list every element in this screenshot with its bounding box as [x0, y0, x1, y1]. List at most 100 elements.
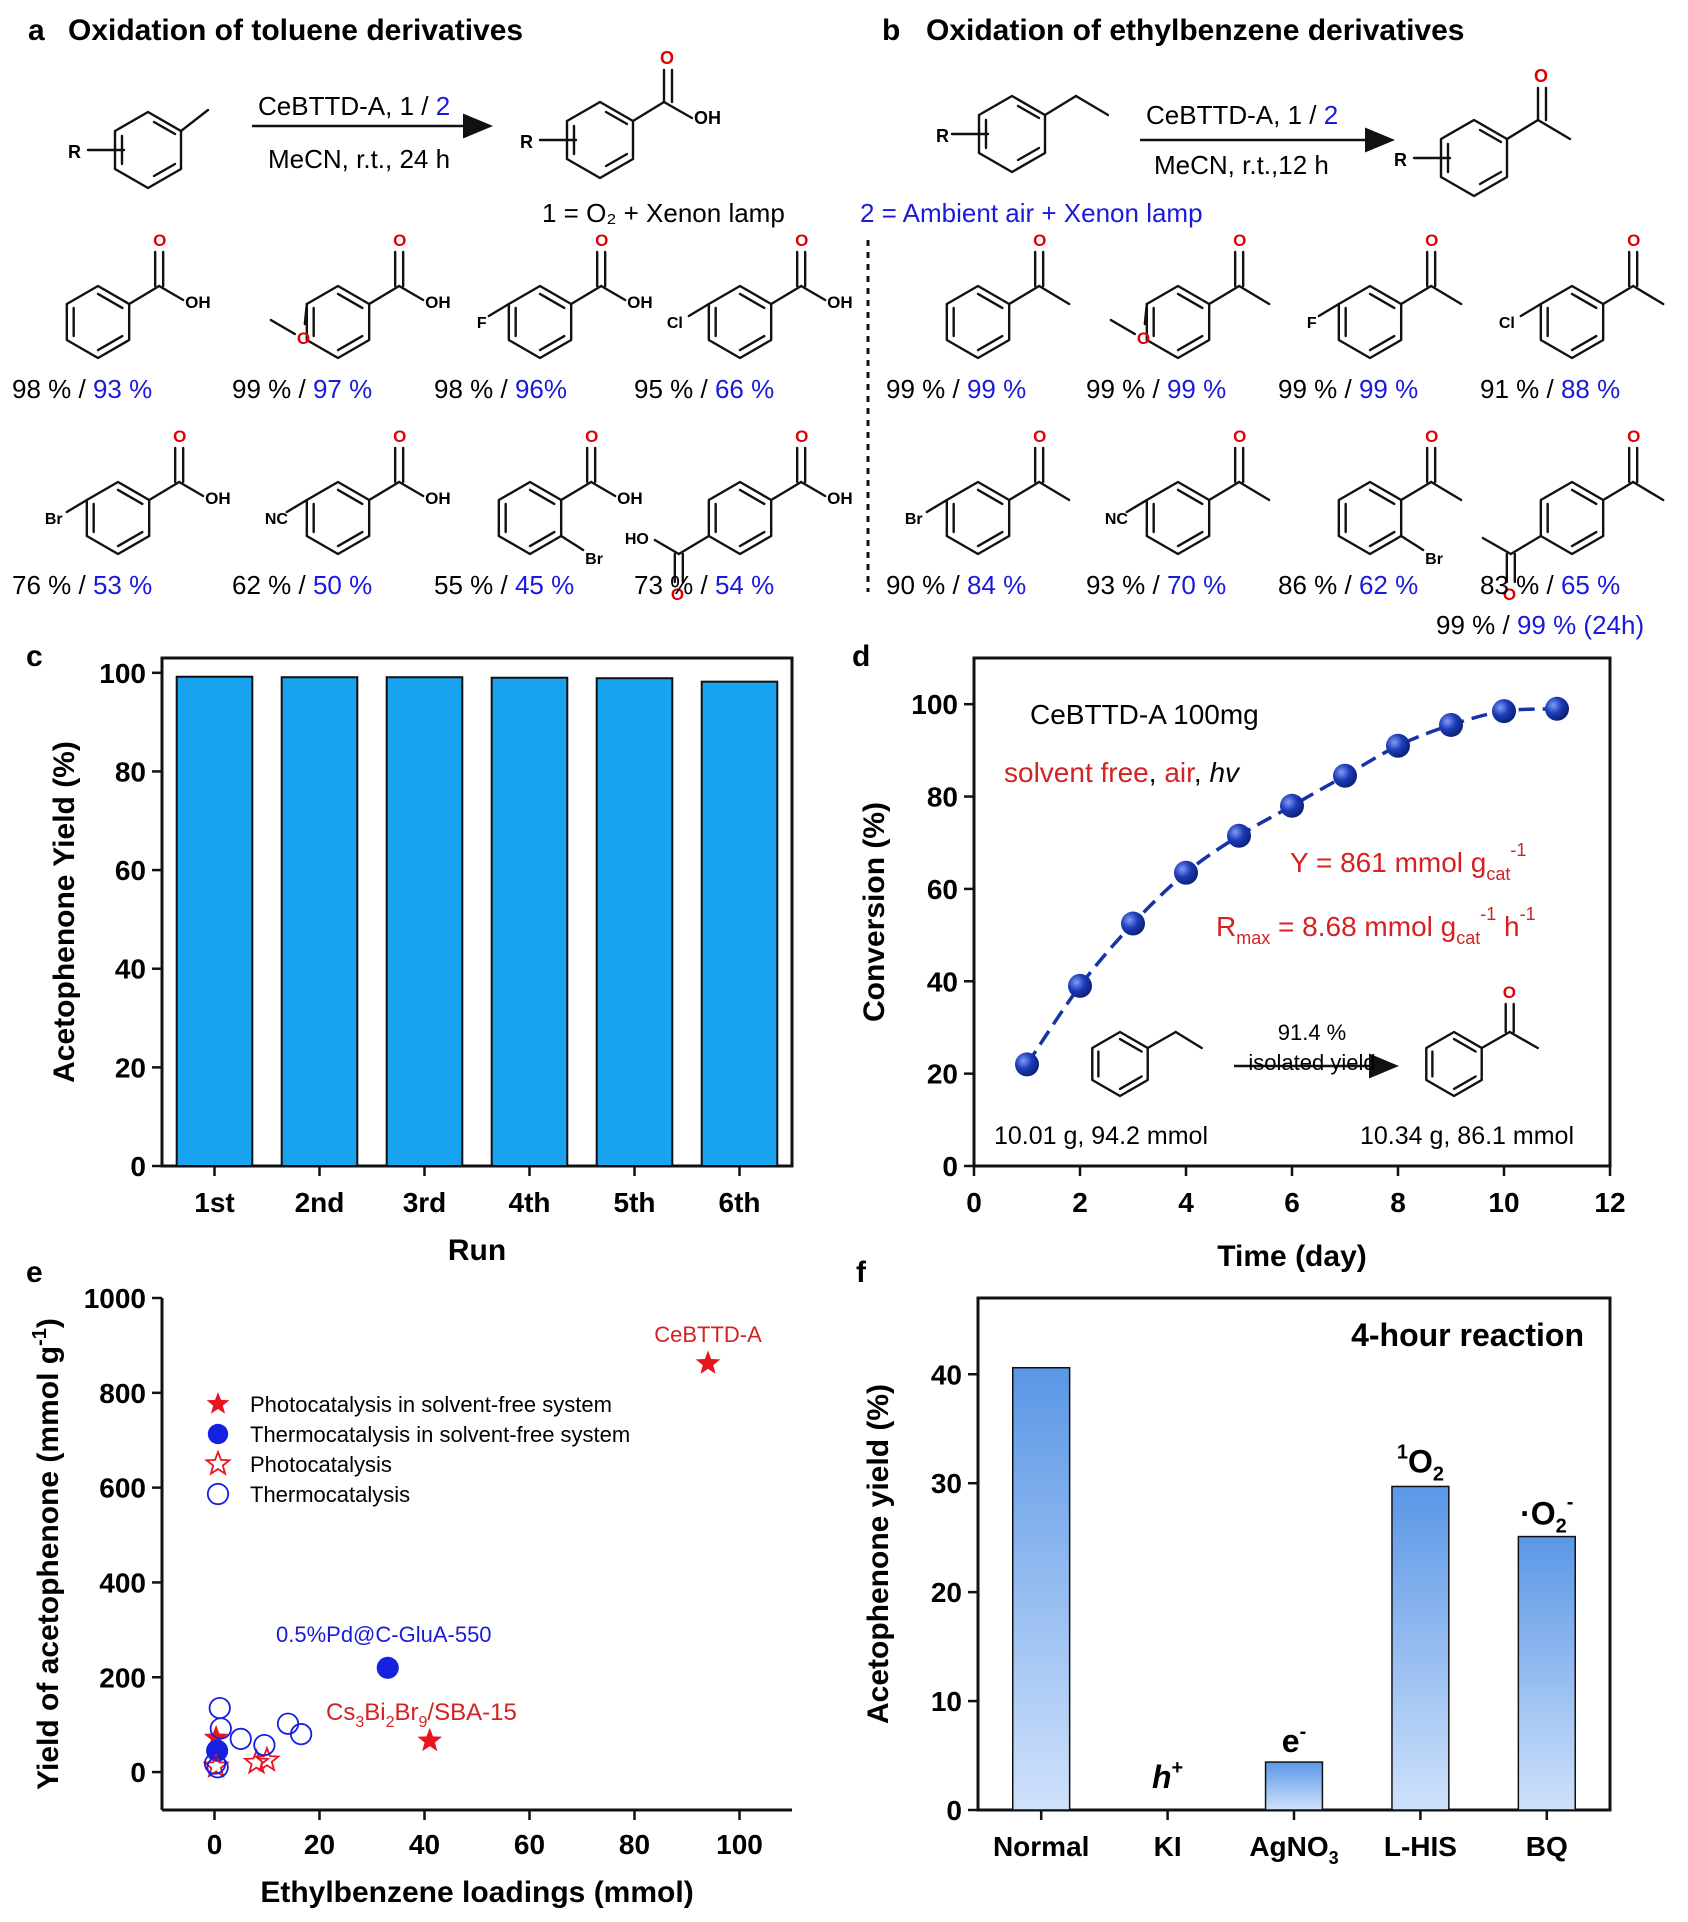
r-label: R — [68, 142, 81, 162]
chart-d-xlabel: Time (day) — [1217, 1240, 1367, 1273]
chart-c-ytick-label: 0 — [130, 1151, 146, 1182]
product-oh-label: OH — [694, 108, 721, 128]
chart-d-inset-o: O — [1503, 983, 1516, 1002]
chart-d-start-mass: 10.01 g, 94.2 mmol — [994, 1122, 1208, 1150]
molecule-b-0: O — [945, 231, 1071, 360]
substituent-F: F — [1307, 315, 1317, 332]
carbonyl-o: O — [1425, 231, 1438, 250]
carbonyl-o: O — [795, 427, 808, 446]
chart-f-label-superoxide: ·O2- — [1520, 1492, 1573, 1538]
carbonyl-o: O — [153, 231, 166, 250]
chart-c-ytick-label: 100 — [99, 658, 146, 689]
legend-condition-2: 2 = Ambient air + Xenon lamp — [860, 198, 1203, 228]
chart-c-ylabel: Acetophenone Yield (%) — [48, 741, 81, 1083]
legend-condition-1: 1 = O₂ + Xenon lamp — [542, 198, 785, 228]
hydroxyl-oh: OH — [425, 489, 451, 508]
chart-e-ytick-label: 400 — [99, 1567, 146, 1598]
b-product-o-label: O — [1534, 66, 1548, 86]
benzoic-acid-product-structure: R O OH — [520, 48, 721, 180]
molecule-a-2: O OH F — [477, 231, 653, 360]
chart-e-point — [206, 1756, 229, 1779]
chart-d-xtick-label: 10 — [1488, 1187, 1519, 1218]
chart-f-bar — [1517, 1535, 1576, 1811]
chart-d-inset-isolated: isolated yield — [1248, 1050, 1375, 1075]
carbonyl-o: O — [1233, 427, 1246, 446]
chart-d-ytick-label: 40 — [927, 966, 958, 997]
carbonyl-o: O — [393, 427, 406, 446]
chart-e-point — [695, 1350, 721, 1374]
chart-e-point — [209, 1717, 232, 1740]
chart-f: 0 10 20 30 40 4-hour reaction Normal KI AgNO3 L-H… — [862, 1296, 1612, 1868]
substituent-NC: NC — [265, 511, 289, 528]
chart-e-point — [253, 1733, 276, 1757]
chart-e-xtick-label: 60 — [514, 1829, 545, 1860]
chart-d-xtick-label: 8 — [1390, 1187, 1406, 1218]
chart-e-xtick-label: 100 — [716, 1829, 763, 1860]
hydroxyl-oh: OH — [205, 489, 231, 508]
chart-c-bar — [280, 676, 359, 1167]
yield-a-2: 98 % / 96% — [434, 374, 567, 404]
yield-b-7: 83 % / 65 % — [1480, 570, 1620, 600]
yield-b-4: 90 % / 84 % — [886, 570, 1026, 600]
chart-c-xlabel: Run — [448, 1234, 506, 1267]
substituent-F: F — [477, 315, 487, 332]
chart-d-ytick-label: 0 — [942, 1151, 958, 1182]
chart-e-point — [229, 1727, 252, 1750]
panel-e-letter: e — [26, 1256, 43, 1289]
chart-e-ytick-label: 0 — [130, 1757, 146, 1788]
chart-c-xtick-label: 4th — [509, 1187, 551, 1218]
molecule-a-5: O OH NC — [265, 427, 451, 556]
b-r-label: R — [936, 126, 949, 146]
chart-c-bar — [700, 680, 779, 1167]
yield-b-3: 91 % / 88 % — [1480, 374, 1620, 404]
yield-b-5: 93 % / 70 % — [1086, 570, 1226, 600]
chart-f-bar — [1264, 1761, 1324, 1811]
chart-d-point — [1227, 823, 1251, 848]
chart-e-ytick-label: 1000 — [84, 1283, 146, 1314]
hydroxyl-oh: OH — [617, 489, 643, 508]
chart-e-legend-label: Thermocatalysis — [250, 1482, 410, 1507]
chart-f-label-electron: e- — [1282, 1721, 1306, 1759]
chart-f-ytick-label: 40 — [931, 1359, 962, 1390]
chart-d-rate-equation: Rmax = 8.68 mmol gcat-1 h-1 — [1216, 904, 1536, 948]
yield-b-0: 99 % / 99 % — [886, 374, 1026, 404]
panel-b-title: Oxidation of ethylbenzene derivatives — [926, 14, 1464, 47]
molecule-a-3: O OH Cl — [667, 231, 853, 360]
chart-d-ylabel: Conversion (%) — [858, 802, 891, 1022]
substituent-Br-ortho: Br — [1425, 551, 1443, 568]
acid-ho: HO — [625, 531, 649, 548]
chart-c-xtick-label: 6th — [719, 1187, 761, 1218]
chart-e-legend-marker — [206, 1482, 230, 1506]
chart-c-ytick-label: 20 — [115, 1052, 146, 1083]
panel-b-letter: b — [882, 14, 900, 47]
chart-d: 0 20 40 60 80 100 0 2 4 6 8 10 12 Time (day) Conversio… — [858, 656, 1626, 1273]
yield-a-5: 62 % / 50 % — [232, 570, 372, 600]
chart-d-xtick-label: 6 — [1284, 1187, 1300, 1218]
yield-a-4: 76 % / 53 % — [12, 570, 152, 600]
chart-f-bar — [1391, 1485, 1450, 1811]
substituent-Br-ortho: Br — [585, 551, 603, 568]
chart-d-point — [1280, 793, 1304, 818]
chart-e-legend-marker — [204, 1449, 232, 1476]
chart-e-label-cs: Cs3Bi2Br9/SBA-15 — [326, 1699, 517, 1731]
chart-f-label-singlet-oxygen: 1O2 — [1397, 1441, 1444, 1485]
chart-d-point — [1174, 860, 1198, 885]
substituent-Cl: Cl — [667, 315, 683, 332]
panel-a-title: Oxidation of toluene derivatives — [68, 14, 523, 47]
chart-e-xtick-label: 80 — [619, 1829, 650, 1860]
chart-d-ytick-label: 100 — [911, 689, 958, 720]
chart-d-end-mass: 10.34 g, 86.1 mmol — [1360, 1122, 1574, 1150]
chart-e: 0 200 400 600 800 1000 0 20 40 60 80 100 Ethylbenzen… — [29, 1283, 792, 1909]
chart-d-point — [1015, 1052, 1039, 1077]
carbonyl-o: O — [1627, 427, 1640, 446]
hydroxyl-oh: OH — [185, 293, 211, 312]
yield-a-3: 95 % / 66 % — [634, 374, 774, 404]
molecule-b-6: O Br — [1337, 427, 1463, 568]
methoxy-o: O — [297, 329, 310, 348]
acetyl-o: O — [1503, 585, 1516, 604]
chart-f-ytick-label: 20 — [931, 1577, 962, 1608]
chart-c-ytick-label: 40 — [115, 954, 146, 985]
chart-e-point — [290, 1723, 313, 1746]
carbonyl-o: O — [393, 231, 406, 250]
